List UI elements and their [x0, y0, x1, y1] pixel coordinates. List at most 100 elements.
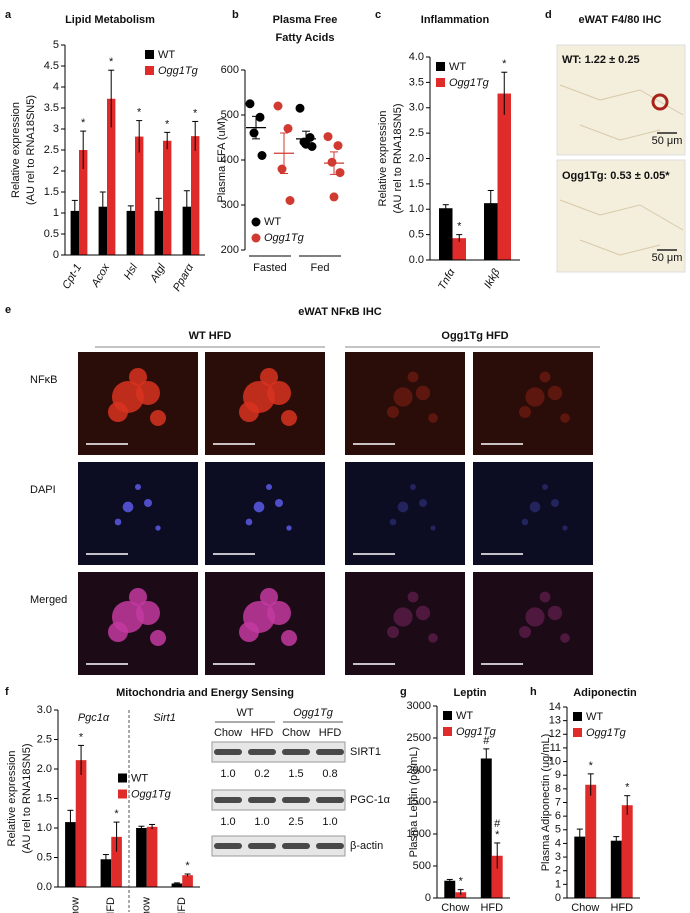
- x-tick-label: Fasted: [253, 262, 287, 274]
- legend-label: WT: [586, 711, 603, 723]
- data-point: [327, 157, 337, 167]
- signal: [547, 385, 563, 401]
- panel-letter: d: [545, 9, 552, 21]
- signal: [281, 410, 297, 426]
- y-tick-label: 2500: [407, 732, 431, 744]
- blot-band: [214, 797, 242, 803]
- signal: [136, 381, 160, 405]
- y-tick-label: 0.5: [37, 851, 52, 863]
- y-tick-label: 1.5: [37, 792, 52, 804]
- signal: [519, 626, 531, 638]
- bar: [107, 98, 116, 255]
- bar: [480, 758, 492, 898]
- y-tick-label: 400: [221, 154, 239, 166]
- y-axis-label: Relative expression: [6, 751, 18, 847]
- lane-label: HFD: [319, 727, 342, 739]
- chart-title: Fatty Acids: [276, 32, 335, 44]
- chart-title: Adiponectin: [573, 687, 637, 699]
- signal: [253, 501, 265, 513]
- bar: [455, 892, 467, 898]
- signal: [407, 371, 419, 383]
- y-tick-label: 200: [221, 244, 239, 256]
- chart-title: Lipid Metabolism: [65, 14, 155, 26]
- annotation: *: [165, 118, 170, 130]
- bar: [135, 136, 144, 255]
- y-tick-label: 4.5: [44, 60, 59, 72]
- y-tick-label: 4: [53, 81, 59, 93]
- y-axis-label: (AU rel to RNA18SN5): [21, 743, 33, 853]
- y-tick-label: 13: [549, 715, 561, 727]
- y-tick-label: 12: [549, 728, 561, 740]
- band-quant: 0.2: [254, 768, 269, 780]
- micrograph: [205, 462, 325, 565]
- data-point: [255, 112, 265, 122]
- y-tick-label: 10: [549, 755, 561, 767]
- blot-group: WT: [236, 707, 253, 719]
- data-point: [285, 196, 295, 205]
- annotation: *: [457, 221, 462, 233]
- y-tick-label: 9: [555, 769, 561, 781]
- y-tick-label: 1000: [407, 828, 431, 840]
- band-quant: 2.5: [288, 816, 303, 828]
- micrograph: [345, 462, 465, 565]
- band-quant: 1.0: [220, 768, 235, 780]
- signal: [542, 484, 548, 490]
- signal: [419, 499, 427, 507]
- signal: [551, 499, 559, 507]
- tissue-edge: [559, 84, 601, 101]
- blot-group: Ogg1Tg: [293, 707, 334, 719]
- scale-label: 50 μm: [652, 135, 683, 147]
- data-point: [283, 124, 293, 133]
- x-tick-label: Ikkβ: [482, 266, 503, 290]
- blot-band: [316, 843, 344, 849]
- signal: [260, 368, 278, 386]
- y-tick-label: 0.0: [37, 881, 52, 893]
- x-tick-label: Pparα: [171, 261, 197, 293]
- y-tick-label: 2.5: [37, 733, 52, 745]
- y-tick-label: 1.0: [409, 203, 424, 215]
- signal: [547, 605, 563, 621]
- signal: [387, 406, 399, 418]
- tissue-edge: [579, 239, 621, 256]
- legend-label: Ogg1Tg: [586, 727, 627, 739]
- blot-band: [248, 797, 276, 803]
- lane-label: Chow: [282, 727, 310, 739]
- panel-title: eWAT F4/80 IHC: [579, 14, 662, 26]
- micrograph: [345, 352, 465, 455]
- data-point: [329, 192, 339, 202]
- bar: [497, 93, 511, 260]
- y-tick-label: 1.5: [44, 186, 59, 198]
- group-label: Pgc1α: [78, 712, 110, 724]
- legend-label: Ogg1Tg: [449, 77, 490, 89]
- panel-letter: g: [400, 686, 407, 698]
- bar: [452, 238, 466, 260]
- y-tick-label: 0: [53, 249, 59, 261]
- bar: [610, 840, 622, 898]
- y-tick-label: 2.0: [409, 152, 424, 164]
- signal: [525, 387, 545, 407]
- signal: [155, 525, 161, 531]
- x-tick-label: Chow: [571, 902, 599, 913]
- y-tick-label: 11: [550, 742, 561, 754]
- y-tick-label: 0.5: [44, 228, 59, 240]
- bar: [621, 805, 633, 898]
- blot-band: [282, 749, 310, 755]
- signal: [519, 406, 531, 418]
- legend-marker: [118, 773, 127, 783]
- legend-marker: [436, 78, 445, 87]
- annotation: *: [185, 860, 190, 872]
- annotation: *: [109, 56, 114, 68]
- legend-marker: [145, 50, 154, 59]
- x-tick-label: HFD: [105, 897, 117, 913]
- bar: [79, 150, 88, 255]
- y-tick-label: 4.0: [409, 51, 424, 63]
- signal: [430, 525, 436, 531]
- y-tick-label: 0: [555, 892, 561, 904]
- bar: [126, 210, 135, 255]
- y-tick-label: 3.0: [37, 704, 52, 716]
- signal: [239, 402, 259, 422]
- y-tick-label: 4: [555, 837, 561, 849]
- tissue-edge: [599, 204, 641, 216]
- blot-band: [316, 749, 344, 755]
- y-tick-label: 0: [425, 892, 431, 904]
